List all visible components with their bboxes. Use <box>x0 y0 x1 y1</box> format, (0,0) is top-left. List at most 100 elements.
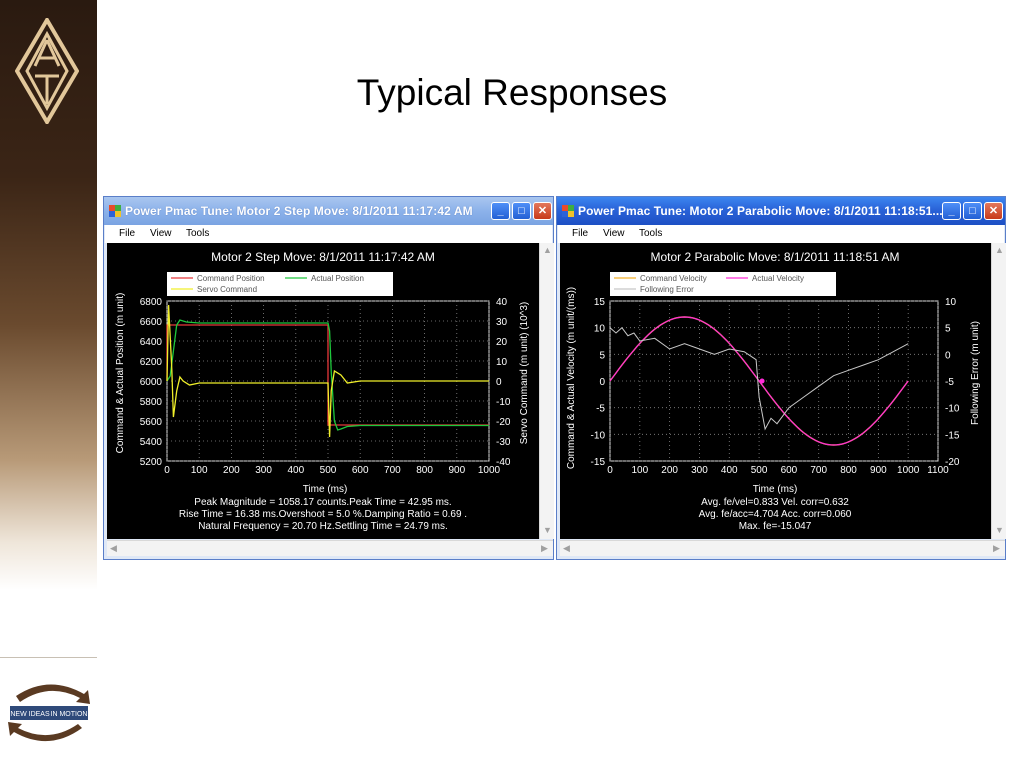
y-tick-label: -10 <box>591 430 606 441</box>
horizontal-scrollbar[interactable]: ◀ ▶ <box>107 540 553 556</box>
y2-tick-label: -15 <box>945 430 960 441</box>
company-logo <box>15 18 79 124</box>
maximize-button[interactable]: □ <box>963 202 982 220</box>
step-response-plot: Motor 2 Step Move: 8/1/2011 11:17:42 AM … <box>107 243 539 539</box>
legend-actual-position: Actual Position <box>311 274 364 283</box>
scroll-right-icon[interactable]: ▶ <box>541 543 548 553</box>
close-button[interactable]: ✕ <box>984 202 1003 220</box>
x-axis-label: Time (ms) <box>303 484 348 495</box>
x-tick-label: 400 <box>287 465 304 476</box>
y2-tick-label: -20 <box>496 417 511 428</box>
y2-tick-label: 10 <box>496 357 508 368</box>
y-tick-label: -15 <box>591 457 606 468</box>
title-bar[interactable]: Power Pmac Tune: Motor 2 Parabolic Move:… <box>557 197 1005 225</box>
y2-tick-label: -5 <box>945 377 954 388</box>
new-ideas-logo: NEW IDEAS IN MOTION <box>8 684 90 742</box>
legend <box>167 272 393 296</box>
x-tick-label: 400 <box>721 465 738 476</box>
stats-line-3: Max. fe=-15.047 <box>739 521 812 532</box>
parabolic-chart: Motor 2 Parabolic Move: 8/1/2011 11:18:5… <box>566 250 981 532</box>
stats-line-2: Rise Time = 16.38 ms.Overshoot = 5.0 %.D… <box>179 509 467 520</box>
y-tick-label: 5400 <box>140 437 163 448</box>
x-tick-label: 900 <box>448 465 465 476</box>
vertical-scrollbar[interactable]: ▲ ▼ <box>991 243 1006 539</box>
y-axis-label: Command & Actual Position (m unit) <box>115 293 126 454</box>
x-tick-label: 0 <box>164 465 170 476</box>
x-tick-label: 700 <box>810 465 827 476</box>
y-tick-label: 6400 <box>140 337 163 348</box>
maximize-button[interactable]: □ <box>512 202 531 220</box>
minimize-button[interactable]: _ <box>491 202 510 220</box>
x-tick-label: 500 <box>751 465 768 476</box>
window-title: Power Pmac Tune: Motor 2 Parabolic Move:… <box>578 204 943 218</box>
x-tick-label: 1000 <box>897 465 920 476</box>
menu-view[interactable]: View <box>603 228 625 239</box>
y-tick-label: 15 <box>594 297 606 308</box>
y2-tick-label: 5 <box>945 324 951 335</box>
menu-view[interactable]: View <box>150 228 172 239</box>
scroll-left-icon[interactable]: ◀ <box>110 543 117 553</box>
y-tick-label: 5200 <box>140 457 163 468</box>
y2-tick-label: 40 <box>496 297 508 308</box>
footer-divider <box>0 657 97 658</box>
x-tick-label: 700 <box>384 465 401 476</box>
app-icon <box>109 205 121 217</box>
legend-actual-velocity: Actual Velocity <box>752 274 804 283</box>
step-chart: Motor 2 Step Move: 8/1/2011 11:17:42 AM … <box>115 250 530 532</box>
menu-file[interactable]: File <box>572 228 589 239</box>
series-servo-command <box>166 304 489 438</box>
step-move-window: Power Pmac Tune: Motor 2 Step Move: 8/1/… <box>103 196 554 560</box>
y-tick-label: 6000 <box>140 377 163 388</box>
y2-axis-label: Following Error (m unit) <box>970 321 981 425</box>
series-following-error <box>609 326 909 431</box>
stats-line-2: Avg. fe/acc=4.704 Acc. corr=0.060 <box>699 509 852 520</box>
y-tick-label: 6800 <box>140 297 163 308</box>
scroll-up-icon[interactable]: ▲ <box>543 245 552 255</box>
x-tick-label: 100 <box>631 465 648 476</box>
y2-tick-label: -20 <box>945 457 960 468</box>
scroll-right-icon[interactable]: ▶ <box>993 543 1000 553</box>
x-axis-label: Time (ms) <box>753 484 798 495</box>
y-tick-label: -5 <box>596 404 605 415</box>
y2-tick-label: 20 <box>496 337 508 348</box>
x-tick-label: 600 <box>352 465 369 476</box>
y2-tick-label: 30 <box>496 317 508 328</box>
window-title: Power Pmac Tune: Motor 2 Step Move: 8/1/… <box>125 204 473 218</box>
y2-tick-label: -10 <box>945 404 960 415</box>
x-tick-label: 800 <box>840 465 857 476</box>
title-bar[interactable]: Power Pmac Tune: Motor 2 Step Move: 8/1/… <box>104 197 553 225</box>
scroll-down-icon[interactable]: ▼ <box>543 525 552 535</box>
y2-tick-label: 0 <box>496 377 502 388</box>
menu-tools[interactable]: Tools <box>639 228 663 239</box>
x-tick-label: 300 <box>255 465 272 476</box>
y-tick-label: 6200 <box>140 357 163 368</box>
close-button[interactable]: ✕ <box>533 202 552 220</box>
vertical-scrollbar[interactable]: ▲ ▼ <box>539 243 554 539</box>
velocity-marker <box>759 378 765 384</box>
menu-file[interactable]: File <box>119 228 136 239</box>
legend-command-position: Command Position <box>197 274 265 283</box>
horizontal-scrollbar[interactable]: ◀ ▶ <box>560 540 1005 556</box>
x-tick-label: 100 <box>191 465 208 476</box>
footer-logo-left-text: NEW IDEAS <box>10 711 50 718</box>
menu-tools[interactable]: Tools <box>186 228 210 239</box>
scroll-up-icon[interactable]: ▲ <box>995 245 1004 255</box>
menu-bar: File View Tools <box>105 225 552 243</box>
legend-command-velocity: Command Velocity <box>640 274 707 283</box>
menu-bar: File View Tools <box>558 225 1004 243</box>
minimize-button[interactable]: _ <box>942 202 961 220</box>
series-actual-velocity <box>609 316 909 446</box>
stats-line-1: Peak Magnitude = 1058.17 counts.Peak Tim… <box>194 497 451 508</box>
slide-title: Typical Responses <box>356 72 668 113</box>
x-tick-label: 200 <box>661 465 678 476</box>
x-tick-label: 0 <box>607 465 613 476</box>
y2-tick-label: -30 <box>496 437 511 448</box>
scroll-down-icon[interactable]: ▼ <box>995 525 1004 535</box>
x-tick-label: 1100 <box>927 465 949 476</box>
stats-line-3: Natural Frequency = 20.70 Hz.Settling Ti… <box>198 521 448 532</box>
brand-strip <box>0 0 97 590</box>
legend <box>610 272 836 296</box>
x-tick-label: 200 <box>223 465 240 476</box>
series-command-position <box>166 324 489 426</box>
scroll-left-icon[interactable]: ◀ <box>563 543 570 553</box>
